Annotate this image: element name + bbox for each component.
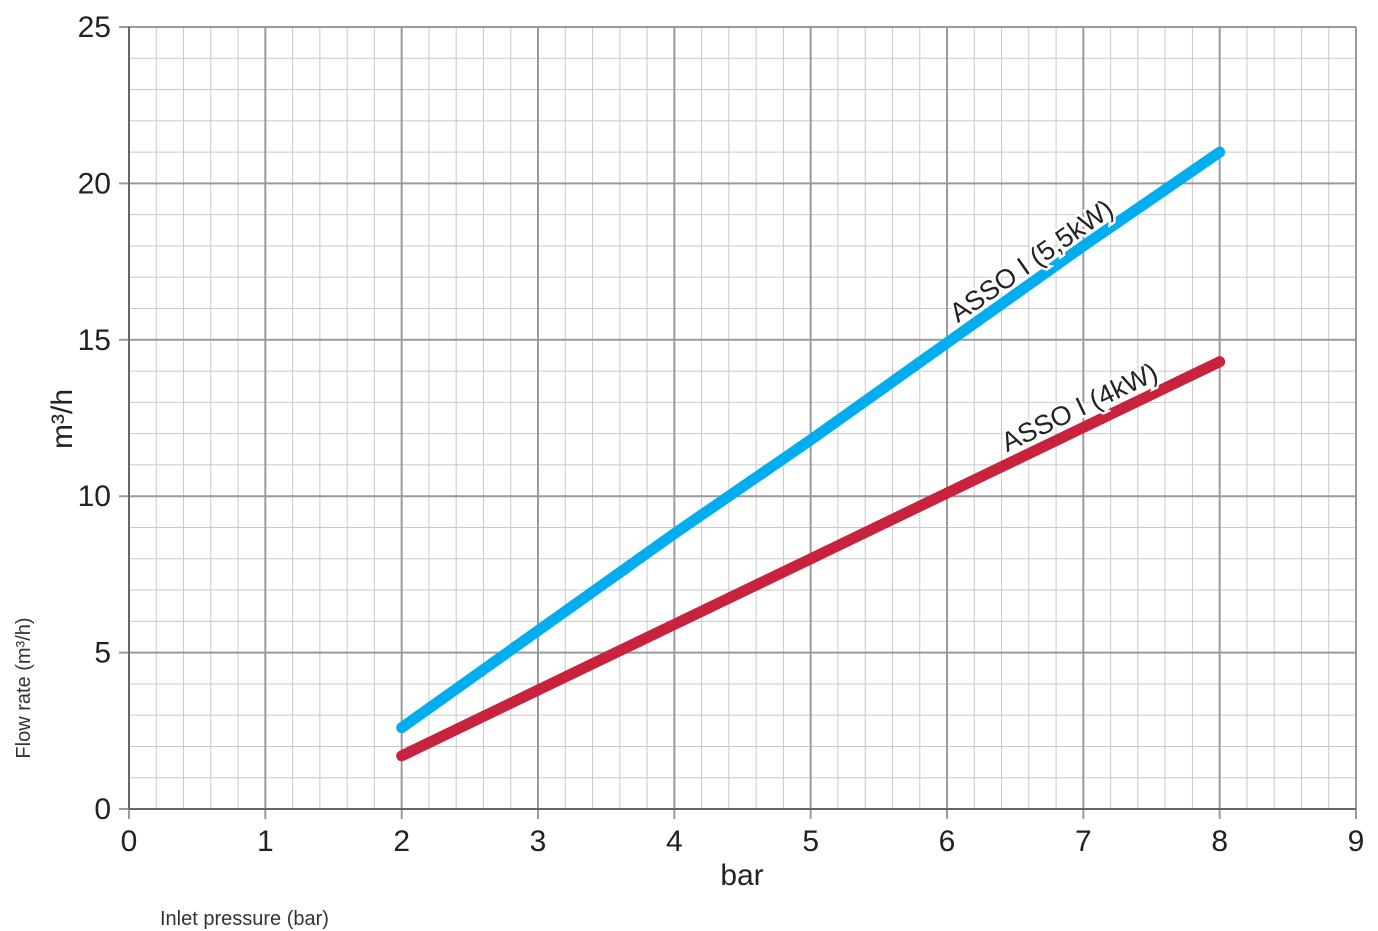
x-tick-label: 8 bbox=[1211, 825, 1228, 858]
y-axis-title: m³/h bbox=[46, 389, 79, 449]
y-tick-label: 10 bbox=[78, 480, 111, 513]
y-tick-label: 20 bbox=[78, 167, 111, 200]
x-caption: Inlet pressure (bar) bbox=[160, 908, 329, 930]
x-tick-label: 0 bbox=[121, 825, 138, 858]
y-tick-label: 15 bbox=[78, 324, 111, 357]
y-caption: Flow rate (m³/h) bbox=[13, 617, 35, 758]
x-tick-label: 2 bbox=[393, 825, 410, 858]
x-tick-label: 9 bbox=[1348, 825, 1365, 858]
series-line-1 bbox=[396, 146, 1226, 734]
x-tick-label: 7 bbox=[1075, 825, 1092, 858]
x-tick-label: 3 bbox=[530, 825, 547, 858]
series-lines bbox=[396, 146, 1226, 762]
series-line-2 bbox=[396, 356, 1226, 762]
major-grid bbox=[119, 26, 1357, 819]
x-tick-label: 1 bbox=[257, 825, 274, 858]
x-tick-label: 4 bbox=[666, 825, 683, 858]
x-axis-title: bar bbox=[720, 859, 763, 892]
y-tick-label: 25 bbox=[78, 11, 111, 44]
x-tick-label: 5 bbox=[802, 825, 819, 858]
series-label-1: ASSO I (5,5kW) bbox=[944, 194, 1119, 329]
minor-grid bbox=[129, 27, 1356, 809]
x-tick-label: 6 bbox=[939, 825, 956, 858]
y-tick-labels: 0 5 10 15 20 25 bbox=[78, 11, 111, 826]
axes bbox=[128, 27, 1356, 810]
y-tick-label: 5 bbox=[94, 637, 111, 670]
x-tick-labels: 0 1 2 3 4 5 6 7 8 9 bbox=[121, 825, 1365, 858]
y-tick-label: 0 bbox=[94, 793, 111, 826]
